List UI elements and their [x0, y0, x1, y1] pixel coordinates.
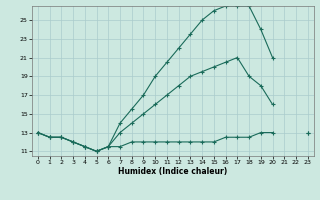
X-axis label: Humidex (Indice chaleur): Humidex (Indice chaleur) [118, 167, 228, 176]
